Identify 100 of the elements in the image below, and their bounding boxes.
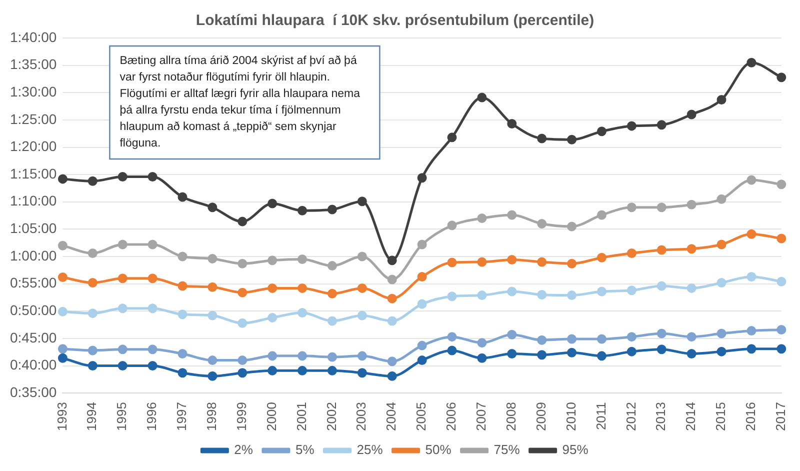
point	[746, 272, 756, 282]
point	[567, 290, 577, 300]
point	[298, 254, 308, 264]
point	[776, 276, 786, 286]
point	[776, 180, 786, 190]
point	[357, 252, 367, 262]
point	[148, 361, 158, 371]
point	[268, 312, 278, 322]
point	[477, 353, 487, 363]
point	[58, 353, 68, 363]
point	[746, 229, 756, 239]
point	[58, 272, 68, 282]
point	[417, 173, 427, 183]
point	[477, 92, 487, 102]
point	[118, 344, 128, 354]
point	[268, 283, 278, 293]
point	[507, 210, 517, 220]
x-tick-label: 2005	[414, 402, 429, 431]
point	[58, 174, 68, 184]
point	[148, 274, 158, 284]
point	[507, 255, 517, 265]
point	[447, 292, 457, 302]
x-tick-label: 2016	[743, 402, 758, 431]
point	[507, 349, 517, 358]
point	[656, 344, 666, 354]
point	[118, 240, 128, 250]
point	[626, 202, 636, 212]
point	[626, 248, 636, 258]
point	[58, 344, 68, 354]
x-tick-label: 1996	[144, 402, 160, 431]
point	[776, 344, 786, 354]
point	[686, 244, 696, 254]
x-tick-label: 2006	[444, 402, 459, 431]
point	[208, 202, 218, 212]
point	[477, 338, 487, 348]
point	[387, 371, 397, 381]
point	[507, 119, 517, 129]
legend-label: 95%	[562, 442, 589, 458]
point	[477, 214, 487, 224]
point	[746, 175, 756, 185]
point	[447, 258, 457, 268]
point	[776, 234, 786, 244]
point	[656, 202, 666, 212]
point	[327, 366, 337, 376]
point	[656, 281, 666, 291]
point	[327, 352, 337, 362]
point	[327, 316, 337, 326]
x-tick-label: 1999	[234, 402, 249, 431]
point	[118, 304, 128, 314]
point	[238, 258, 248, 268]
point	[58, 306, 68, 316]
x-tick-label: 1997	[174, 402, 190, 431]
x-tick-label: 2001	[294, 402, 309, 431]
point	[238, 356, 248, 366]
point	[58, 240, 68, 250]
x-tick-label: 2007	[474, 402, 489, 431]
x-tick-label: 2009	[533, 402, 548, 431]
point	[88, 346, 98, 356]
y-tick-label: 1:40:00	[10, 28, 57, 45]
point	[238, 288, 248, 298]
point	[716, 240, 726, 250]
point	[387, 274, 397, 284]
point	[537, 257, 547, 267]
x-tick-label: 2002	[324, 402, 339, 431]
point	[686, 110, 696, 120]
point	[596, 252, 606, 262]
point	[357, 310, 367, 320]
point	[746, 58, 756, 68]
point	[208, 356, 218, 366]
x-tick-label: 1994	[84, 402, 100, 431]
point	[178, 281, 188, 291]
x-tick-label: 2000	[264, 402, 279, 431]
x-tick-label: 2011	[593, 402, 608, 430]
point	[716, 94, 726, 104]
point	[477, 290, 487, 300]
point	[716, 278, 726, 288]
point	[626, 121, 636, 131]
point	[596, 210, 606, 220]
point	[148, 304, 158, 314]
x-tick-label: 2017	[772, 402, 788, 431]
point	[537, 134, 547, 144]
point	[686, 200, 696, 210]
y-tick-label: 0:50:00	[10, 302, 57, 318]
point	[298, 351, 308, 361]
point	[656, 245, 666, 255]
point	[327, 288, 337, 298]
point	[477, 257, 487, 267]
point	[417, 340, 427, 350]
point	[596, 334, 606, 344]
point	[178, 368, 188, 378]
y-tick-label: 1:30:00	[10, 83, 57, 100]
y-tick-label: 1:25:00	[10, 110, 57, 127]
x-tick-label: 2003	[354, 402, 369, 431]
point	[567, 334, 577, 344]
point	[208, 371, 218, 381]
point	[387, 356, 397, 366]
point	[268, 366, 278, 376]
point	[178, 349, 188, 358]
point	[88, 278, 98, 288]
point	[417, 356, 427, 366]
